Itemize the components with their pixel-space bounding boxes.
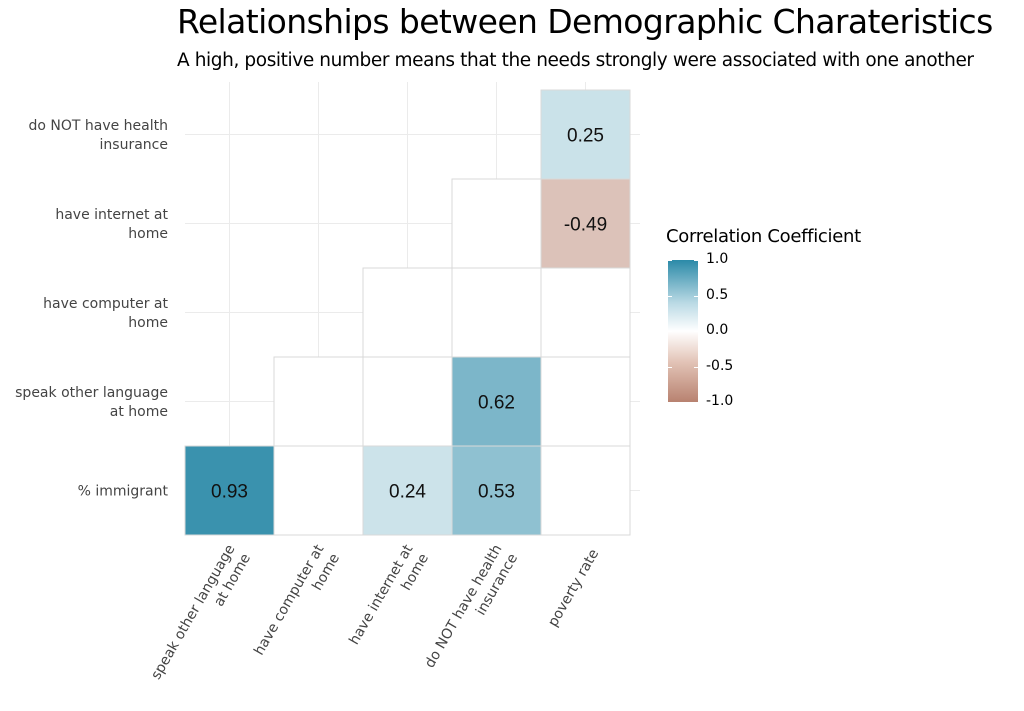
x-tick-label: speak other languageat home [148, 542, 254, 691]
heatmap-cell [362, 267, 453, 358]
cell-value-label: 0.53 [478, 482, 515, 503]
cell-value-label: 0.62 [478, 393, 515, 414]
heatmap-cell [362, 356, 453, 447]
heatmap-cell [273, 356, 364, 447]
cell-value-label: -0.49 [564, 215, 607, 236]
legend-colorbar [668, 260, 698, 402]
y-tick-label: % immigrant [78, 484, 169, 500]
legend-tick-mark [668, 402, 672, 403]
x-tick-label: poverty rate [545, 547, 602, 630]
chart-subtitle: A high, positive number means that the n… [177, 50, 974, 71]
cell-value-label: 0.93 [211, 482, 248, 503]
legend-tick-label: -0.5 [706, 357, 734, 374]
legend-tick-label: -1.0 [706, 393, 734, 409]
heatmap-cell [540, 178, 631, 269]
legend-tick-mark [668, 295, 672, 297]
cell-value-label: 0.25 [567, 126, 604, 147]
legend-title: Correlation Coefficient [666, 226, 861, 247]
x-tick-label: have internet athome [346, 542, 432, 657]
y-tick-label: have internet at home [55, 207, 168, 242]
legend-tick-label: 0.0 [706, 322, 729, 338]
x-tick-label: have computer athome [251, 542, 343, 668]
legend-tick-mark [668, 331, 672, 332]
legend-tick-label: 1.0 [706, 251, 729, 267]
y-tick-label: speak other language at home [15, 385, 168, 420]
heatmap-cell [451, 356, 542, 447]
chart-title: Relationships between Demographic Charat… [177, 2, 993, 41]
legend-tick-mark [694, 260, 698, 261]
heatmap-cell [540, 267, 631, 358]
legend-tick-mark [694, 402, 698, 403]
legend-tick-label: 0.5 [706, 286, 729, 303]
heatmap-cell [540, 445, 631, 536]
heatmap-cell [451, 267, 542, 358]
legend-tick-mark [694, 295, 698, 297]
x-tick-label: do NOT have healthinsurance [422, 542, 521, 680]
legend-tick-mark [668, 260, 672, 261]
legend-tick-mark [668, 366, 672, 368]
legend-tick-mark [694, 366, 698, 368]
heatmap-cell [540, 89, 631, 180]
y-tick-label: do NOT have health insurance [28, 118, 168, 153]
heatmap-cell [451, 178, 542, 269]
heatmap-cell [273, 445, 364, 536]
cell-value-label: 0.24 [389, 482, 426, 503]
heatmap-cell [451, 445, 542, 536]
heatmap-cell [540, 356, 631, 447]
y-tick-label: have computer at home [43, 296, 168, 331]
legend-tick-mark [694, 331, 698, 332]
